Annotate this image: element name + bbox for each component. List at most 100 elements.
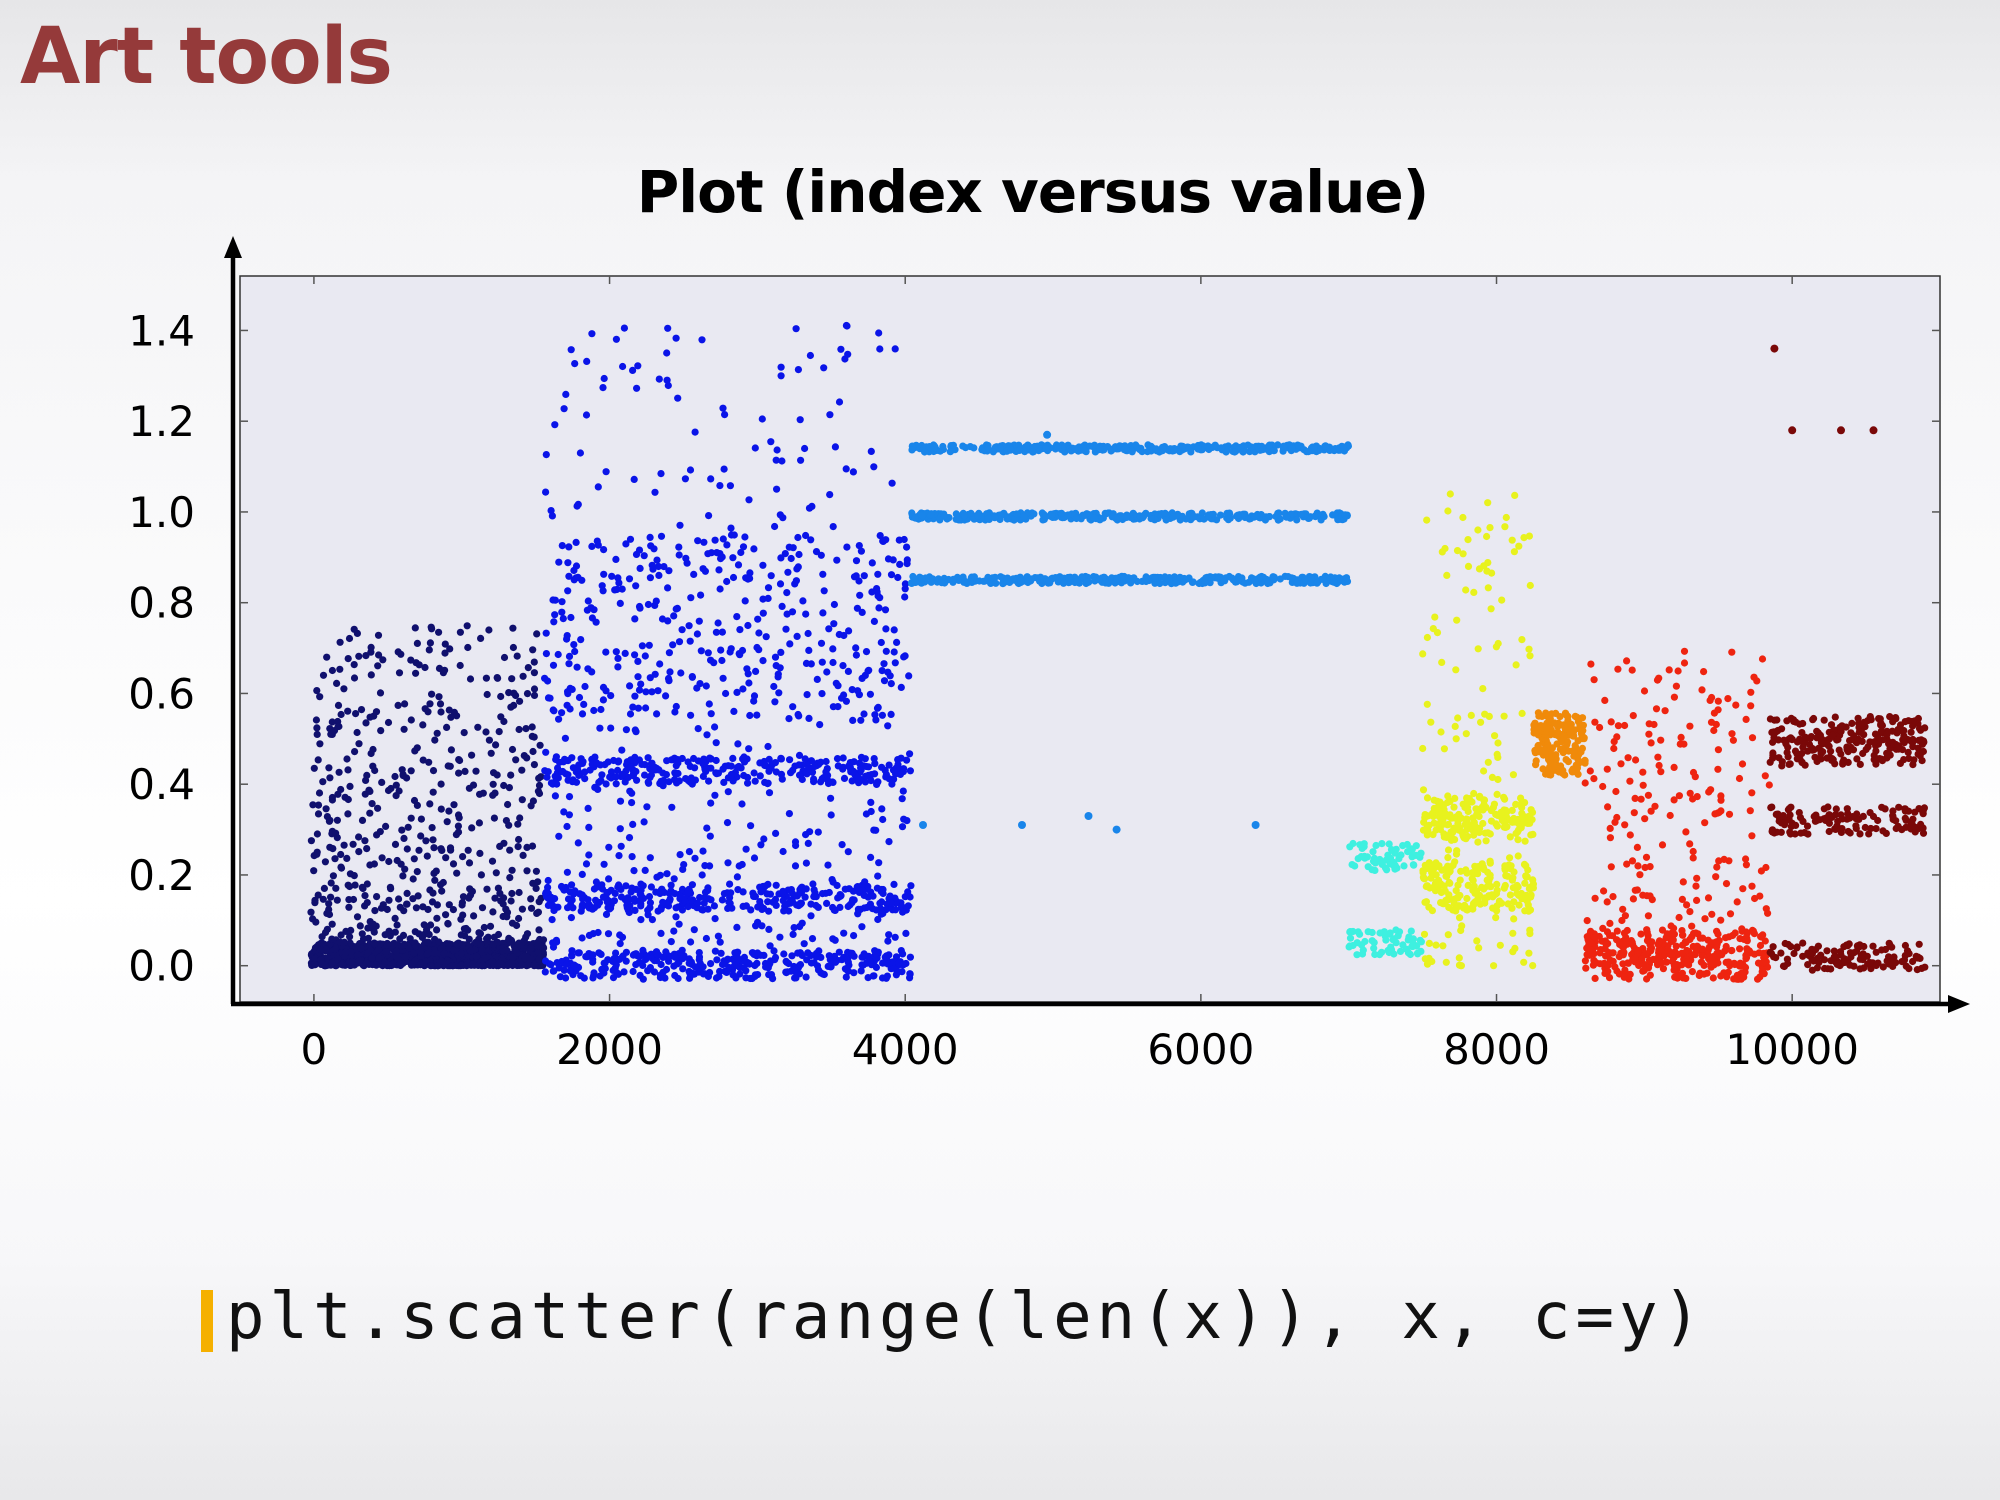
scatter-point — [337, 864, 346, 872]
scatter-point — [357, 706, 366, 714]
scatter-point — [746, 574, 754, 583]
scatter-point — [1423, 882, 1431, 890]
scatter-point — [927, 510, 935, 519]
scatter-point — [620, 968, 628, 976]
scatter-point — [828, 876, 836, 884]
scatter-point — [949, 441, 958, 449]
scatter-point — [1409, 942, 1417, 951]
scatter-point — [464, 643, 472, 652]
scatter-point — [659, 953, 667, 962]
scatter-point — [690, 926, 698, 934]
scatter-point — [485, 626, 493, 634]
scatter-point — [782, 625, 790, 633]
scatter-point — [419, 756, 427, 764]
scatter-point — [486, 922, 495, 930]
scatter-point — [410, 949, 418, 957]
scatter-point — [820, 364, 828, 372]
scatter-point — [855, 542, 863, 550]
scatter-point — [533, 939, 541, 947]
scatter-point — [805, 714, 813, 723]
scatter-point — [332, 884, 340, 892]
scatter-point — [771, 895, 780, 904]
scatter-point — [527, 895, 535, 903]
scatter-point — [727, 762, 735, 770]
scatter-point — [350, 661, 358, 669]
scatter-point — [338, 961, 346, 969]
scatter-point — [881, 606, 890, 614]
scatter-point — [512, 756, 520, 764]
scatter-point — [1480, 767, 1488, 775]
scatter-point — [383, 941, 391, 949]
scatter-point — [891, 345, 899, 353]
scatter-point — [1176, 573, 1184, 581]
scatter-point — [1269, 447, 1278, 455]
scatter-point — [564, 895, 573, 903]
scatter-point — [895, 959, 903, 968]
scatter-point — [548, 916, 556, 924]
scatter-point — [1188, 578, 1197, 587]
scatter-point — [552, 753, 561, 761]
scatter-point — [634, 362, 642, 370]
scatter-point — [615, 757, 623, 765]
scatter-point — [562, 390, 570, 398]
scatter-point — [771, 759, 780, 767]
scatter-point — [428, 898, 437, 906]
scatter-point — [420, 921, 428, 929]
scatter-point — [665, 649, 674, 657]
scatter-point — [644, 911, 652, 919]
scatter-point — [641, 866, 649, 875]
scatter-point — [1578, 744, 1586, 753]
scatter-point — [647, 542, 655, 550]
scatter-point — [319, 895, 327, 903]
scatter-point — [726, 482, 735, 490]
scatter-point — [590, 706, 598, 715]
scatter-point — [879, 815, 887, 824]
scatter-point — [771, 698, 779, 706]
scatter-point — [1498, 596, 1506, 604]
scatter-point — [500, 839, 508, 847]
scatter-point — [566, 967, 575, 975]
scatter-point — [802, 859, 811, 867]
scatter-point — [1494, 739, 1502, 747]
scatter-point — [340, 685, 348, 693]
scatter-point — [704, 649, 712, 657]
scatter-point — [394, 701, 402, 710]
scatter-point — [787, 769, 795, 777]
scatter-point — [507, 703, 515, 711]
scatter-point — [824, 861, 832, 869]
scatter-point — [425, 758, 433, 766]
scatter-point — [1216, 511, 1225, 519]
scatter-point — [850, 896, 858, 904]
scatter-point — [1382, 936, 1390, 944]
scatter-point — [535, 781, 544, 790]
scatter-point — [1342, 574, 1351, 582]
scatter-point — [519, 851, 527, 860]
scatter-point — [890, 880, 898, 889]
scatter-point — [1456, 876, 1464, 884]
scatter-point — [344, 810, 352, 818]
scatter-point — [646, 574, 655, 582]
scatter-point — [678, 626, 686, 634]
scatter-point — [1501, 523, 1509, 531]
scatter-point — [1455, 961, 1464, 969]
scatter-point — [816, 721, 824, 729]
scatter-point — [1208, 573, 1216, 581]
scatter-point — [645, 641, 653, 649]
scatter-point — [1476, 824, 1484, 833]
scatter-point — [346, 782, 354, 791]
scatter-point — [854, 910, 862, 918]
scatter-point — [804, 629, 812, 638]
scatter-point — [509, 624, 517, 632]
scatter-point — [738, 800, 746, 808]
scatter-point — [630, 475, 638, 483]
scatter-point — [555, 964, 563, 972]
scatter-point — [1444, 507, 1452, 515]
scatter-point — [1141, 576, 1149, 584]
scatter-point — [1487, 817, 1496, 825]
scatter-point — [1532, 757, 1540, 765]
scatter-point — [862, 762, 870, 771]
scatter-point — [413, 744, 421, 752]
scatter-point — [616, 940, 624, 948]
scatter-point — [1446, 879, 1454, 887]
scatter-point — [717, 646, 725, 654]
